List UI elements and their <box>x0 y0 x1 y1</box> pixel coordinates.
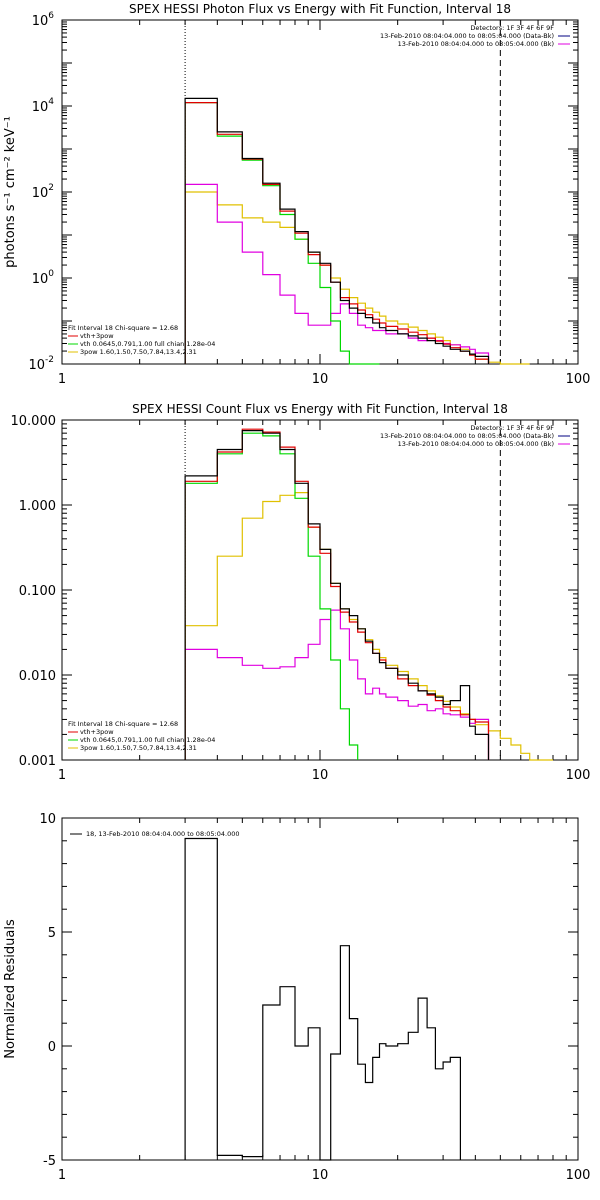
x-tick-label: 1 <box>58 768 66 783</box>
y-tick-label: -5 <box>43 1154 56 1169</box>
x-tick-label: 10 <box>312 1168 329 1183</box>
y-tick-label: 106 <box>32 11 55 29</box>
x-tick-label: 100 <box>566 768 591 783</box>
y-tick-label: 0.001 <box>19 754 56 769</box>
legend-bottom-text: vth 0.0645,0.791,1.00 full chian 1.28e-0… <box>80 736 215 744</box>
y-axis-label: Normalized Residuals <box>3 919 18 1059</box>
y-tick-exponent: 0 <box>48 269 54 279</box>
y-tick-exponent: 6 <box>48 11 54 21</box>
y-tick-label: 104 <box>32 97 55 115</box>
legend-top-text: 13-Feb-2010 08:04:04.000 to 08:05:04.000… <box>398 440 554 448</box>
x-tick-label: 100 <box>566 372 591 387</box>
series-0-histogram <box>184 837 461 1161</box>
y-tick-label: 0.100 <box>19 584 56 599</box>
chart-panel-1: SPEX HESSI Photon Flux vs Energy with Fi… <box>3 2 590 387</box>
x-tick-label: 10 <box>312 372 329 387</box>
chart-panel-3: 1 10 100 -5 0 5 10 Normalized Residuals 18, 13-F… <box>3 812 590 1183</box>
y-tick-exponent: -2 <box>45 355 54 365</box>
series-2-histogram <box>184 102 380 365</box>
legend-top-text: 13-Feb-2010 08:04:04.000 to 08:05:04.000… <box>380 32 554 40</box>
y-tick-label: 102 <box>32 183 54 201</box>
legend-top-text: Detectors: 1F 3F 4F 6F 9F <box>470 424 554 432</box>
x-tick-label: 10 <box>312 768 329 783</box>
legend-text: 18, 13-Feb-2010 08:04:04.000 to 08:05:04… <box>86 830 239 838</box>
y-tick-exponent: 4 <box>48 97 54 107</box>
legend-bottom-text: Fit Interval 18 Chi-square = 12.68 <box>68 720 178 728</box>
legend-bottom-text: vth+3pow <box>80 332 114 340</box>
legend-bottom-text: 3pow 1.60,1.50,7.50,7.84,13.4,2.31 <box>80 348 197 356</box>
chart-title: SPEX HESSI Photon Flux vs Energy with Fi… <box>129 2 511 16</box>
legend-bottom-text: vth 0.0645,0.791,1.00 full chian 1.28e-0… <box>80 340 215 348</box>
series-3-histogram <box>184 492 553 761</box>
x-tick-label: 100 <box>566 1168 591 1183</box>
y-tick-base: 10 <box>28 358 45 373</box>
series-0-histogram <box>184 97 490 364</box>
y-tick-label: 10.000 <box>11 414 57 429</box>
series-3-histogram <box>184 191 530 365</box>
chart-panel-2: SPEX HESSI Count Flux vs Energy with Fit… <box>11 402 591 783</box>
legend-bottom-text: vth+3pow <box>80 728 114 736</box>
y-tick-label: 5 <box>48 926 56 941</box>
legend-top-text: 13-Feb-2010 08:04:04.000 to 08:05:04.000… <box>398 40 554 48</box>
y-tick-exponent: 2 <box>48 183 54 193</box>
series-0-histogram <box>184 430 490 760</box>
x-tick-label: 1 <box>58 1168 66 1183</box>
y-tick-base: 10 <box>32 272 49 287</box>
y-axis-label: photons s⁻¹ cm⁻² keV⁻¹ <box>3 116 18 268</box>
y-tick-base: 10 <box>32 186 49 201</box>
legend-bottom-text: 3pow 1.60,1.50,7.50,7.84,13.4,2.31 <box>80 744 197 752</box>
legend-bottom-text: Fit Interval 18 Chi-square = 12.68 <box>68 324 178 332</box>
legend-top-text: Detectors: 1F 3F 4F 6F 9F <box>470 24 554 32</box>
y-tick-label: 10 <box>39 812 56 827</box>
y-tick-label: 100 <box>32 269 55 287</box>
y-tick-label: 10-2 <box>28 355 54 373</box>
series-2-histogram <box>184 432 359 760</box>
y-tick-label: 0 <box>48 1040 56 1055</box>
chart-title: SPEX HESSI Count Flux vs Energy with Fit… <box>132 402 508 416</box>
y-tick-label: 1.000 <box>19 499 56 514</box>
y-tick-label: 0.010 <box>19 669 56 684</box>
x-tick-label: 1 <box>58 372 66 387</box>
series-4-histogram <box>184 609 490 760</box>
legend-top-text: 13-Feb-2010 08:04:04.000 to 08:05:04.000… <box>380 432 554 440</box>
y-tick-base: 10 <box>32 14 49 29</box>
series-1-histogram <box>184 102 490 364</box>
y-tick-base: 10 <box>32 100 49 115</box>
